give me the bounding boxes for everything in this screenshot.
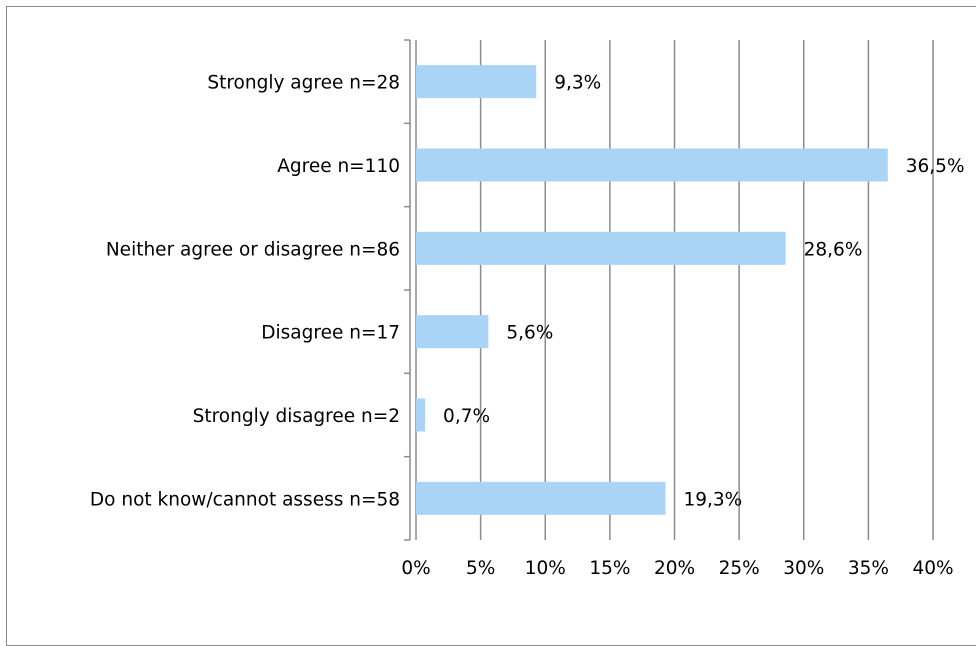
category-label: Strongly agree n=28 <box>207 73 400 94</box>
bar <box>416 398 426 432</box>
bar <box>416 65 537 99</box>
category-label: Agree n=110 <box>277 156 400 177</box>
x-tick-label: 5% <box>466 558 495 579</box>
data-label: 0,7% <box>443 406 490 427</box>
y-axis <box>404 39 411 541</box>
bar <box>416 315 489 349</box>
bar <box>416 481 666 515</box>
x-tick-label: 20% <box>654 558 695 579</box>
data-label: 9,3% <box>554 73 601 94</box>
data-label: 5,6% <box>506 323 553 344</box>
x-tick-label: 40% <box>912 558 953 579</box>
data-label: 36,5% <box>906 156 965 177</box>
category-label: Disagree n=17 <box>261 323 400 344</box>
x-tick-label: 30% <box>783 558 824 579</box>
x-tick-label: 15% <box>589 558 630 579</box>
category-label: Neither agree or disagree n=86 <box>106 239 400 260</box>
category-label: Do not know/cannot assess n=58 <box>90 489 400 510</box>
category-label: Strongly disagree n=2 <box>193 406 400 427</box>
data-label: 19,3% <box>683 489 742 510</box>
bars <box>416 65 888 515</box>
bar <box>416 148 888 182</box>
x-tick-label: 35% <box>848 558 889 579</box>
bar <box>416 231 786 265</box>
data-label: 28,6% <box>804 239 863 260</box>
gridlines <box>415 40 934 540</box>
bar-chart: 0% 5% 10% 15% 20% 25% 30% 35% 40% Strongly agree … <box>90 39 965 579</box>
x-tick-label: 25% <box>719 558 760 579</box>
x-tick-label: 10% <box>525 558 566 579</box>
labels: 0% 5% 10% 15% 20% 25% 30% 35% 40% Strongly agree … <box>90 73 965 579</box>
x-tick-label: 0% <box>401 558 430 579</box>
